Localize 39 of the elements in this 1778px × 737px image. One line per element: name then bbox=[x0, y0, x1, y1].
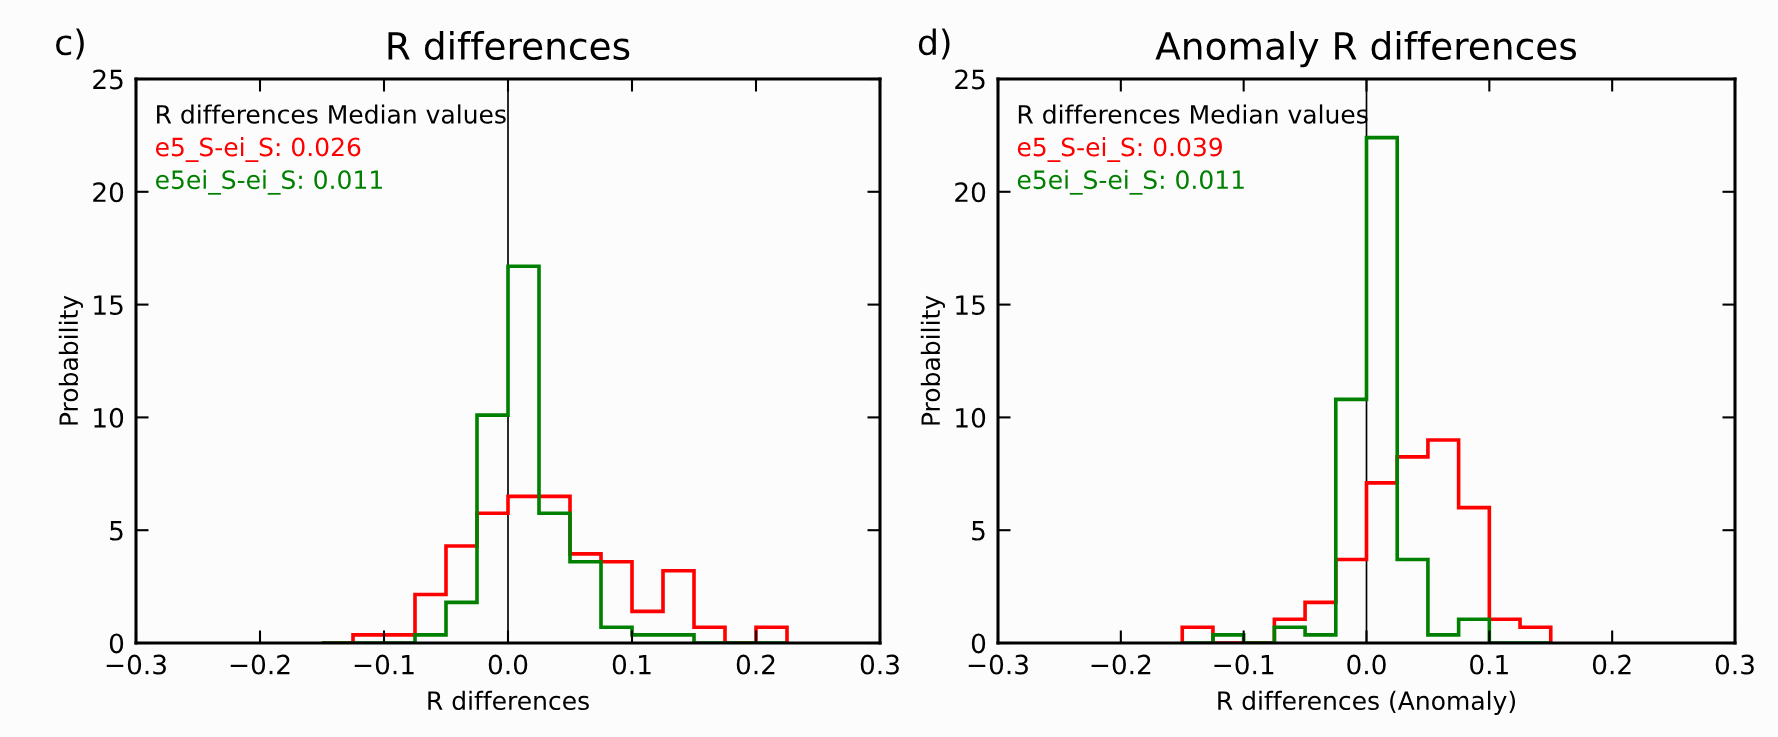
x-tick-label: −0.1 bbox=[354, 654, 414, 675]
text: e5ei_S-ei_S: 0.011 bbox=[155, 169, 382, 195]
text: e5_S-ei_S: 0.026 bbox=[155, 137, 361, 162]
y-tick-label: 15 bbox=[956, 295, 985, 315]
x-tick-label: 0.2 bbox=[1592, 654, 1631, 675]
text: e5_S-ei_S: 0.039 bbox=[1017, 137, 1222, 162]
x-tick-label: −0.3 bbox=[106, 654, 166, 675]
x-axis-title: R differences bbox=[428, 690, 589, 711]
y-tick-label: 5 bbox=[110, 520, 123, 541]
x-axis-title: R differences (Anomaly) bbox=[1218, 690, 1516, 715]
y-tick-label: 20 bbox=[955, 182, 986, 203]
x-tick-label: 0.1 bbox=[1470, 654, 1508, 675]
y-tick-label: 25 bbox=[955, 69, 985, 90]
text: e5ei_S-ei_S: 0.011 bbox=[1017, 169, 1244, 195]
x-tick-label: −0.2 bbox=[1091, 654, 1151, 675]
legend-title: R differences Median values bbox=[157, 104, 506, 124]
x-tick-label: −0.2 bbox=[230, 654, 290, 675]
x-tick-label: 0.0 bbox=[488, 654, 528, 675]
y-tick-label: 15 bbox=[94, 295, 123, 315]
x-tick-label: 0.1 bbox=[612, 654, 651, 675]
y-tick-label: 10 bbox=[956, 407, 986, 428]
y-tick-label: 5 bbox=[972, 520, 985, 541]
y-axis-title: Probability bbox=[58, 295, 83, 425]
y-tick-label: 0 bbox=[109, 633, 124, 654]
x-tick-label: −0.1 bbox=[1214, 654, 1274, 675]
y-tick-label: 0 bbox=[971, 633, 986, 654]
chart-title: R differences bbox=[388, 31, 630, 61]
y-tick-label: 20 bbox=[93, 182, 124, 203]
text: c) bbox=[56, 28, 84, 60]
chart-title: Anomaly R differences bbox=[1155, 31, 1577, 68]
text: d) bbox=[918, 28, 950, 60]
y-tick-label: 25 bbox=[93, 69, 123, 90]
x-tick-label: 0.0 bbox=[1347, 654, 1386, 675]
x-tick-label: 0.2 bbox=[736, 654, 775, 675]
x-tick-label: 0.3 bbox=[860, 654, 899, 675]
y-axis-title: Probability bbox=[920, 295, 945, 425]
y-tick-label: 10 bbox=[94, 407, 124, 428]
x-tick-label: 0.3 bbox=[1715, 654, 1754, 675]
x-tick-label: −0.3 bbox=[968, 654, 1028, 675]
